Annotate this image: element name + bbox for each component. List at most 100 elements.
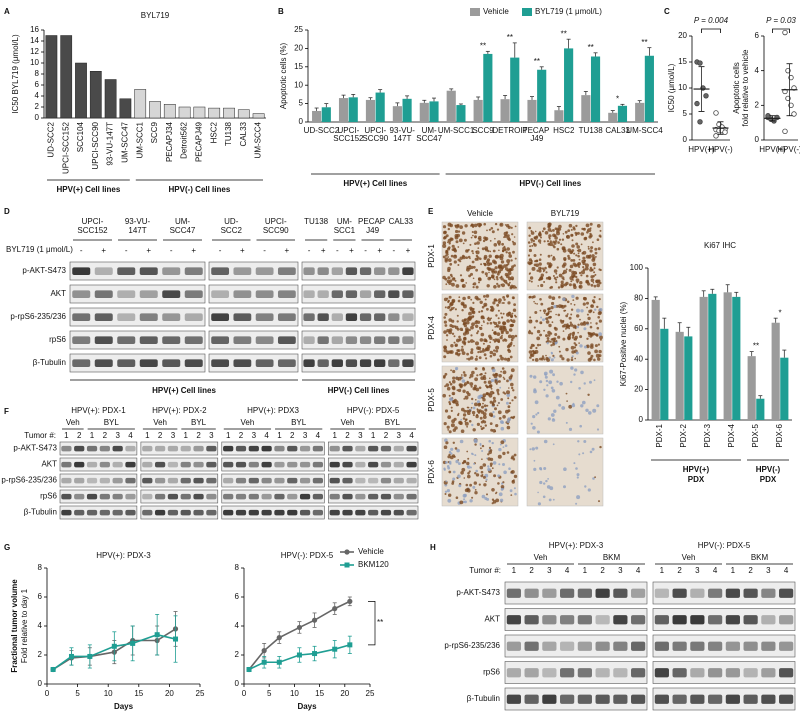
data-point xyxy=(68,653,74,659)
ihc-nucleus xyxy=(472,387,476,391)
blot-band xyxy=(74,445,85,452)
blot-band xyxy=(142,509,153,516)
ihc-nucleus xyxy=(473,230,478,235)
blot-band xyxy=(255,336,274,344)
treatment-label: BYL xyxy=(104,418,120,427)
treatment-sign: + xyxy=(406,246,411,255)
ihc-nucleus xyxy=(472,485,476,489)
treatment-label: BYL xyxy=(191,418,207,427)
blot-band xyxy=(345,336,358,344)
ihc-nucleus xyxy=(468,409,472,413)
ihc-nucleus xyxy=(545,379,549,383)
ihc-nucleus xyxy=(455,351,459,356)
x-tick-label: PECAP J49 xyxy=(522,126,551,143)
ihc-nucleus xyxy=(453,417,457,421)
ihc-nucleus xyxy=(503,236,505,239)
blot-strip xyxy=(504,661,648,684)
row-label: p-rpS6-235/236 xyxy=(1,476,57,485)
blot-band xyxy=(255,267,274,275)
tumor-number: 2 xyxy=(345,431,350,440)
ihc-nucleus xyxy=(448,295,452,299)
ihc-nucleus xyxy=(512,242,516,246)
row-label: p-AKT-S473 xyxy=(22,266,66,275)
blot-band xyxy=(690,694,705,704)
ihc-nucleus xyxy=(550,338,553,341)
ihc-nucleus xyxy=(449,302,453,307)
ihc-nucleus xyxy=(448,493,452,497)
tumor-number: 2 xyxy=(600,566,605,575)
ihc-nucleus xyxy=(480,474,484,478)
ihc-nucleus xyxy=(472,414,475,417)
blot-band xyxy=(595,588,610,598)
ihc-nucleus xyxy=(461,345,464,348)
blot-band xyxy=(206,493,217,500)
y-tick-label: 0 xyxy=(299,117,304,126)
ihc-nucleus xyxy=(569,332,572,335)
blot-band xyxy=(303,336,315,344)
ihc-nucleus xyxy=(562,233,565,235)
ihc-nucleus xyxy=(506,259,511,264)
ihc-nucleus xyxy=(563,258,567,262)
ihc-nucleus xyxy=(487,465,490,468)
x-tick-label: HSC2 xyxy=(209,121,218,143)
x-tick-label: HPV(-) xyxy=(708,145,733,154)
blot-band xyxy=(180,493,191,500)
blot-band xyxy=(690,668,705,678)
ihc-nucleus xyxy=(598,319,603,323)
ihc-nucleus xyxy=(457,388,462,393)
ihc-nucleus xyxy=(487,317,492,322)
blot-strip xyxy=(140,489,219,504)
ihc-nucleus xyxy=(466,391,469,394)
ihc-nucleus xyxy=(486,493,488,496)
ihc-nucleus xyxy=(467,474,471,479)
blot-band xyxy=(303,290,315,298)
ihc-nucleus xyxy=(589,234,593,238)
ihc-nucleus xyxy=(546,358,550,362)
ihc-nucleus xyxy=(486,318,489,320)
ihc-nucleus xyxy=(506,451,510,454)
ihc-nucleus xyxy=(589,254,592,257)
ihc-nucleus xyxy=(550,413,555,417)
ihc-nucleus xyxy=(593,271,596,274)
bar xyxy=(756,398,765,420)
blot-band xyxy=(743,668,758,678)
ihc-nucleus xyxy=(594,273,597,276)
blot-band xyxy=(139,290,158,298)
ihc-nucleus xyxy=(480,470,484,474)
ihc-nucleus xyxy=(500,223,502,226)
ihc-nucleus xyxy=(578,387,581,390)
blot-band xyxy=(223,445,234,452)
data-point xyxy=(703,93,709,99)
data-point xyxy=(261,659,267,665)
ihc-nucleus xyxy=(571,350,575,354)
blot-band xyxy=(206,461,217,468)
blot-band xyxy=(374,290,386,298)
blot-band xyxy=(355,445,366,452)
blot-band xyxy=(331,267,343,275)
ihc-nucleus xyxy=(573,271,577,275)
ihc-nucleus xyxy=(492,411,495,414)
ihc-nucleus xyxy=(550,344,553,347)
row-label: PDX-4 xyxy=(427,316,436,340)
blot-band xyxy=(359,290,372,298)
ihc-nucleus xyxy=(498,417,502,420)
ihc-nucleus xyxy=(475,254,479,258)
blot-band xyxy=(761,615,776,625)
ihc-nucleus xyxy=(550,351,553,354)
blot-band xyxy=(193,477,204,484)
ihc-nucleus xyxy=(478,281,480,284)
blot-band xyxy=(654,668,669,678)
x-tick-label: SCC9 xyxy=(472,126,494,135)
ihc-nucleus xyxy=(497,317,500,320)
ihc-nucleus xyxy=(494,237,496,240)
y-tick-label: 0 xyxy=(38,679,43,688)
y-tick-label: 40 xyxy=(634,354,643,363)
ihc-nucleus xyxy=(495,424,499,428)
panel-letter: B xyxy=(278,7,284,16)
row-label: rpS6 xyxy=(49,335,66,344)
ihc-nucleus xyxy=(535,413,538,416)
ihc-nucleus xyxy=(548,295,552,299)
ihc-nucleus xyxy=(485,340,488,343)
blot-band xyxy=(86,461,98,468)
tumor-number: 4 xyxy=(713,566,718,575)
